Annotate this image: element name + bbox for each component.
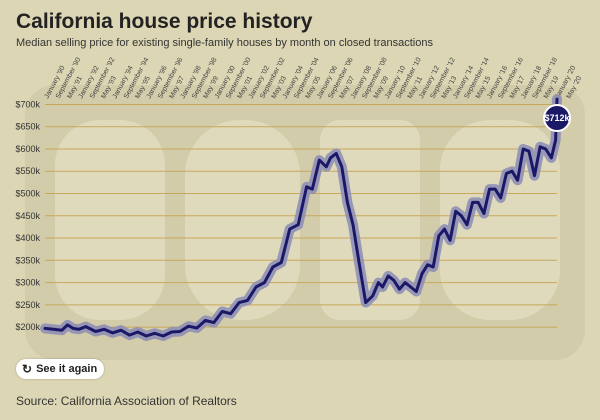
replay-icon: ↻	[22, 362, 33, 376]
y-tick-label: $500k	[15, 189, 40, 199]
callout-label: $712k	[544, 113, 570, 123]
y-tick-label: $300k	[15, 278, 40, 288]
y-tick-label: $400k	[15, 233, 40, 243]
y-tick-label: $550k	[15, 166, 40, 176]
y-tick-label: $650k	[15, 122, 40, 132]
y-tick-label: $450k	[15, 211, 40, 221]
y-tick-label: $350k	[15, 255, 40, 265]
series-lines	[40, 94, 562, 341]
see-it-again-label: See it again	[36, 363, 98, 375]
y-tick-label: $250k	[15, 300, 40, 310]
callout-bubble	[543, 104, 571, 132]
source-note: Source: California Association of Realto…	[16, 394, 237, 408]
value-callout: $712k	[543, 104, 571, 132]
y-tick-label: $700k	[15, 99, 40, 109]
y-tick-label: $600k	[15, 144, 40, 154]
chart-title: California house price history	[16, 10, 313, 33]
y-tick-label: $200k	[15, 322, 40, 332]
see-it-again-button[interactable]: ↻ See it again	[16, 359, 105, 379]
chart-subtitle: Median selling price for existing single…	[16, 37, 433, 49]
series-line	[43, 97, 559, 338]
y-axis: $200k $250k $300k $350k $400k $450k $500k $550k…	[15, 99, 40, 332]
